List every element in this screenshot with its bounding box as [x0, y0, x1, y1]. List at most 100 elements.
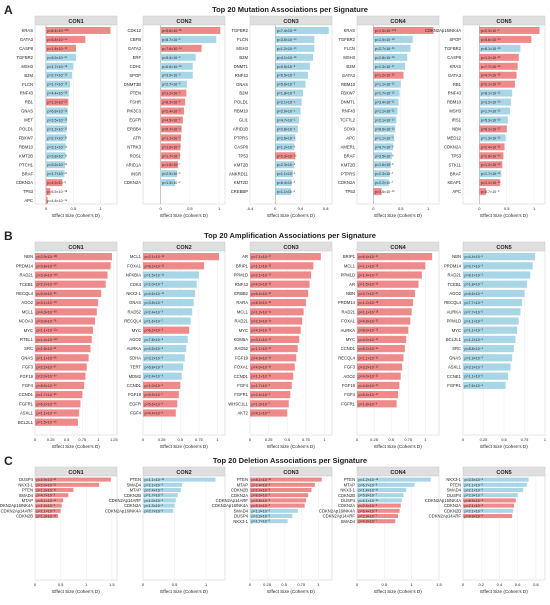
bar [357, 317, 411, 325]
bar [479, 116, 508, 124]
pvalue-label: p=2.4×10⁻⁸ [252, 489, 271, 493]
bar [357, 503, 401, 508]
bar [35, 487, 74, 493]
bar [373, 161, 391, 169]
gene-label: BCL2L1 [446, 337, 462, 342]
bar [373, 80, 401, 88]
bar [160, 53, 196, 61]
bar [35, 289, 102, 297]
pvalue-label: p=2.1×10⁻⁵ [465, 504, 484, 508]
gene-label: FGFR1 [19, 401, 33, 406]
gene-label: CDKN2A [338, 503, 355, 508]
pvalue-label: p=8.1×10⁻¹⁵ [481, 92, 501, 96]
panel-c: C Top 20 Deletion Associations per Signat… [0, 454, 546, 594]
pvalue-label: p=1.1×10⁻⁵ [465, 320, 484, 324]
pvalue-label: p=2.1×10⁻⁵ [145, 483, 164, 487]
gene-label: GLI1 [239, 118, 249, 123]
gene-label: AGO2 [129, 337, 141, 342]
bar [160, 152, 180, 160]
bar [373, 71, 404, 79]
pvalue-label: p=2.1×10⁻¹⁵ [145, 255, 165, 259]
bar [250, 299, 306, 307]
pvalue-label: p=2.9×10⁻⁷ [359, 515, 378, 519]
pvalue-label: p=6.8×10⁻⁸ [145, 366, 164, 370]
pvalue-label: p=3.8×10⁻⁶⁵ [37, 264, 58, 268]
plot-frame [142, 250, 226, 436]
pvalue-label: p=6.4×10⁻³ [277, 181, 296, 185]
bar [160, 98, 186, 106]
pvalue-label: p=2.1×10⁻¹⁷ [252, 274, 272, 278]
gene-label: PTEN [22, 488, 33, 493]
pvalue-label: p=4.1×10⁻¹⁰ [359, 499, 379, 503]
gene-label: DNMT1 [234, 64, 249, 69]
tick-label: 0 [45, 206, 48, 211]
bar [160, 35, 217, 43]
bar [357, 391, 398, 399]
bar [463, 487, 524, 493]
bar [479, 89, 513, 97]
gene-label: FLCN [22, 82, 33, 87]
bar [357, 519, 396, 524]
gene-label: RNF43 [342, 109, 356, 114]
pvalue-label: p=1.2×10⁻³ [162, 92, 181, 96]
pvalue-label: p=1.1×10⁻¹² [359, 356, 379, 360]
gene-label: SMAD4 [234, 508, 249, 513]
pvalue-label: p=3.7×10⁻⁵ [465, 264, 484, 268]
pvalue-label: p=3.0×10⁻⁷⁸ [37, 320, 57, 324]
gene-label: RARA [236, 300, 248, 305]
pvalue-label: p=4.6×10⁻¹¹ [359, 384, 379, 388]
gene-label: IRS1 [452, 118, 462, 123]
bar [143, 354, 185, 362]
bar [275, 143, 295, 151]
pvalue-label: p=5.8×10⁻⁷ [359, 494, 378, 498]
pvalue-label: p=1.2×10⁻¹² [47, 127, 67, 131]
subchart-con5: CON5 0 0.5 1 CDKN2Ap16INK4A p=2.3×10⁻⁵ SPOP p=5… [425, 15, 546, 218]
bar [373, 26, 434, 34]
pvalue-label: p=2.7×10⁻⁶ [145, 509, 164, 513]
bar [143, 253, 220, 261]
gene-label: KDM5A [234, 337, 249, 342]
gene-label: GATA3 [128, 46, 142, 51]
pvalue-label: p=4.4×10⁻⁵ [465, 255, 484, 259]
gene-label: MYC [24, 328, 33, 333]
gene-label: MCL1 [237, 309, 249, 314]
tick-label: 0.75 [404, 437, 413, 442]
gene-label: FGFR1 [234, 392, 248, 397]
bar [250, 335, 300, 343]
gene-label: NBN [24, 254, 33, 259]
bar [357, 477, 431, 482]
gene-label: B2M [239, 91, 248, 96]
bar [463, 345, 514, 353]
pvalue-label: p=1.1×10⁻⁵ [465, 483, 484, 487]
pvalue-label: p=5.9×10⁻⁷ [145, 393, 164, 397]
tick-label: 0.8 [323, 206, 329, 211]
gene-label: NKX3-1 [340, 488, 355, 493]
bar [479, 161, 503, 169]
bar [143, 317, 191, 325]
pvalue-label: p=1.0×10⁻⁶ [145, 384, 164, 388]
gene-label: PTEN [450, 482, 461, 487]
gene-label: CDKN2Ap14ARF [1, 508, 34, 513]
bar [143, 381, 181, 389]
gene-label: CBFB [130, 37, 141, 42]
bar [357, 482, 415, 487]
bar [275, 53, 314, 61]
tick-label: 0 [462, 582, 465, 587]
pvalue-label: p=8.1×10⁻⁵ [465, 274, 484, 278]
subchart-con3: CON3 -0.4 0 0.4 0.8 TGFBR2 p=7.4×10⁻¹⁶ FLCN p=3.… [229, 15, 333, 218]
bar [45, 35, 86, 43]
bar [45, 152, 66, 160]
pvalue-label: p=1.3×10⁻² [162, 181, 181, 185]
bar [357, 335, 407, 343]
gene-label: RNF43 [235, 282, 249, 287]
tick-label: 0.75 [195, 437, 204, 442]
pvalue-label: p=1.2×10⁻¹⁸ [359, 301, 379, 305]
gene-label: KMT2B [234, 162, 248, 167]
bar [463, 253, 536, 261]
pvalue-label: p=1.1×10⁻¹⁸ [359, 310, 379, 314]
gene-label: NFKBIA [126, 273, 141, 278]
bar [35, 299, 99, 307]
bar [373, 44, 411, 52]
pvalue-label: p=1.9×10⁻⁵ [252, 509, 271, 513]
gene-label: ANKRD11 [229, 171, 249, 176]
